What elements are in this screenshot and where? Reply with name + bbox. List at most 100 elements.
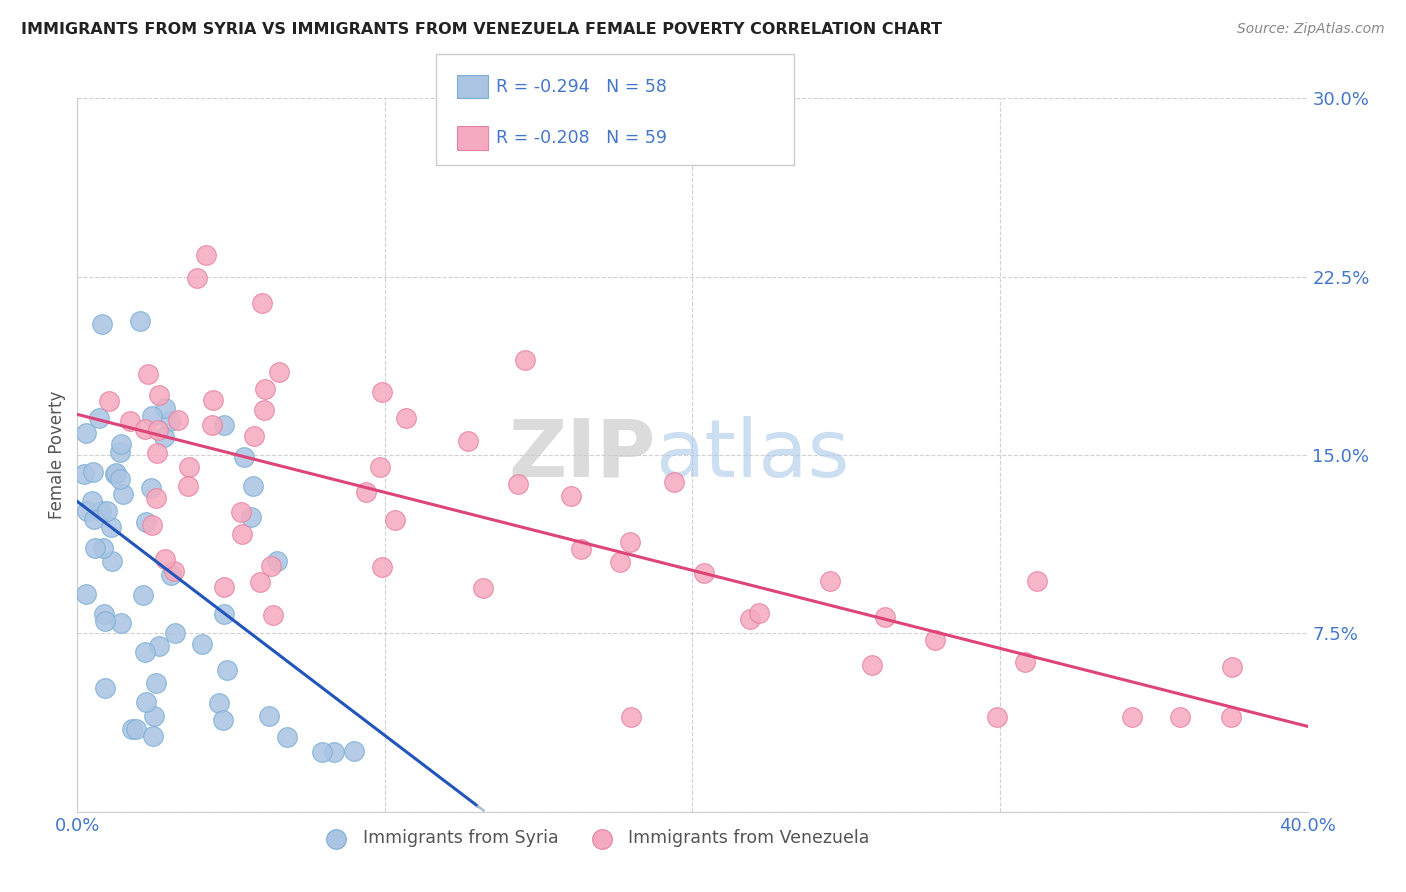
Point	[371, 385, 394, 400]
Point	[142, 708, 165, 723]
Point	[472, 581, 495, 595]
Point	[201, 418, 224, 433]
Point	[276, 730, 298, 744]
Point	[146, 446, 169, 460]
Point	[242, 429, 264, 443]
Text: IMMIGRANTS FROM SYRIA VS IMMIGRANTS FROM VENEZUELA FEMALE POVERTY CORRELATION CH: IMMIGRANTS FROM SYRIA VS IMMIGRANTS FROM…	[21, 22, 942, 37]
Point	[260, 559, 283, 574]
Point	[240, 510, 263, 524]
Point	[212, 418, 235, 433]
Point	[145, 675, 167, 690]
Point	[217, 663, 239, 677]
Point	[94, 681, 117, 695]
Point	[860, 657, 883, 672]
Point	[609, 555, 631, 569]
Point	[242, 479, 264, 493]
Point	[132, 588, 155, 602]
Point	[167, 413, 190, 427]
Point	[1026, 574, 1049, 588]
Point	[1168, 709, 1191, 723]
Point	[80, 494, 103, 508]
Point	[457, 434, 479, 448]
Text: Source: ZipAtlas.com: Source: ZipAtlas.com	[1237, 22, 1385, 37]
Point	[1220, 709, 1243, 723]
Point	[111, 487, 134, 501]
Point	[186, 271, 208, 285]
Point	[134, 422, 156, 436]
Point	[83, 512, 105, 526]
Point	[118, 414, 141, 428]
Point	[1220, 659, 1243, 673]
Point	[82, 465, 104, 479]
Point	[740, 611, 762, 625]
Point	[98, 393, 121, 408]
Point	[368, 460, 391, 475]
Point	[229, 505, 252, 519]
Point	[93, 541, 115, 555]
Point	[110, 437, 132, 451]
Point	[1121, 709, 1143, 723]
Point	[620, 709, 643, 723]
Point	[110, 616, 132, 631]
Point	[202, 392, 225, 407]
Point	[100, 520, 122, 534]
Point	[384, 513, 406, 527]
Point	[141, 409, 163, 423]
Point	[159, 414, 181, 428]
Point	[253, 402, 276, 417]
Point	[662, 475, 685, 489]
Point	[104, 467, 127, 481]
Point	[136, 368, 159, 382]
Point	[693, 566, 716, 580]
Legend: Immigrants from Syria, Immigrants from Venezuela: Immigrants from Syria, Immigrants from V…	[312, 822, 876, 855]
Point	[93, 607, 115, 622]
Point	[262, 607, 284, 622]
Point	[76, 504, 98, 518]
Point	[190, 637, 212, 651]
Point	[177, 479, 200, 493]
Point	[135, 695, 157, 709]
Point	[75, 425, 97, 440]
Point	[249, 575, 271, 590]
Point	[250, 296, 273, 310]
Point	[135, 515, 157, 529]
Point	[141, 481, 163, 495]
Point	[90, 504, 112, 518]
Point	[148, 423, 170, 437]
Point	[129, 314, 152, 328]
Point	[569, 541, 592, 556]
Point	[513, 353, 536, 368]
Point	[343, 744, 366, 758]
Point	[212, 713, 235, 727]
Point	[506, 477, 529, 491]
Point	[257, 708, 280, 723]
Point	[101, 554, 124, 568]
Point	[619, 535, 641, 549]
Point	[96, 504, 118, 518]
Point	[311, 745, 333, 759]
Point	[231, 527, 253, 541]
Point	[875, 610, 897, 624]
Point	[371, 560, 394, 574]
Point	[75, 587, 97, 601]
Point	[214, 607, 236, 621]
Point	[148, 388, 170, 402]
Point	[148, 639, 170, 653]
Point	[84, 541, 107, 555]
Point	[142, 729, 165, 743]
Point	[395, 411, 418, 425]
Point	[108, 472, 131, 486]
Point	[153, 430, 176, 444]
Point	[153, 401, 176, 415]
Point	[232, 450, 254, 464]
Point	[254, 382, 277, 396]
Point	[134, 645, 156, 659]
Point	[163, 625, 186, 640]
Point	[322, 745, 344, 759]
Point	[125, 722, 148, 736]
Point	[104, 467, 127, 481]
Point	[73, 467, 96, 481]
Point	[818, 574, 841, 589]
Point	[560, 489, 582, 503]
Point	[267, 365, 290, 379]
